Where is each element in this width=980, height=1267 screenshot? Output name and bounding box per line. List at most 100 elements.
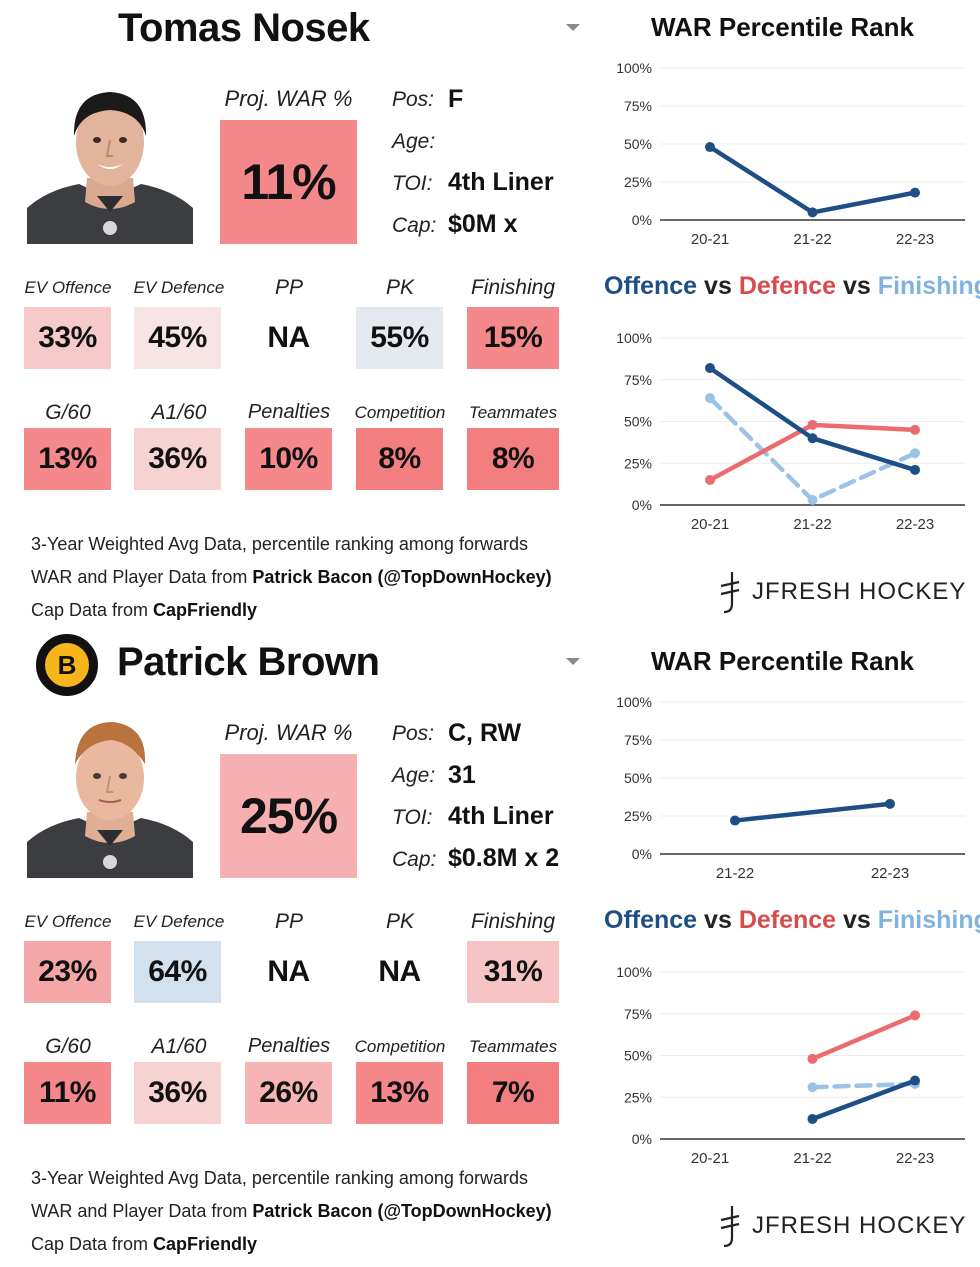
x-tick-label: 21-22 <box>793 516 831 533</box>
bruins-logo-icon: B <box>36 634 98 696</box>
x-tick-label: 22-23 <box>896 231 934 248</box>
finishing-series-line <box>707 395 918 503</box>
war-point <box>910 187 920 198</box>
ev-offence-value: 23% <box>24 941 111 1003</box>
y-tick-label: 100% <box>616 330 652 346</box>
defence-point <box>807 419 818 430</box>
offence-series-line <box>810 1078 918 1122</box>
y-tick-label: 25% <box>624 1089 652 1105</box>
x-tick-label: 20-21 <box>691 516 729 533</box>
proj-war-label: Proj. WAR % <box>224 86 353 111</box>
y-tick-label: 100% <box>616 60 652 76</box>
age-label: Age: <box>392 130 436 153</box>
pos-label: Pos: <box>392 88 435 111</box>
y-tick-label: 50% <box>624 414 652 430</box>
a160-label: A1/60 <box>151 1035 207 1058</box>
offence-point <box>910 464 920 475</box>
footnote-war-source: WAR and Player Data from Patrick Bacon (… <box>31 1201 552 1221</box>
y-tick-label: 25% <box>624 455 652 471</box>
x-tick-label: 21-22 <box>793 231 831 248</box>
y-tick-label: 75% <box>624 1006 652 1022</box>
g60-value: 13% <box>24 428 111 490</box>
ovd-chart-title: Offence vs Defence vs Finishing <box>604 272 980 300</box>
brand-text: JFRESH HOCKEY <box>752 1212 967 1239</box>
competition-value: 13% <box>356 1062 443 1124</box>
ovd-chart-title: Offence vs Defence vs Finishing <box>604 906 980 934</box>
y-tick-label: 0% <box>632 497 652 513</box>
ev-offence-value: 33% <box>24 307 111 369</box>
brand-watermark: JFRESH HOCKEY <box>718 1204 966 1248</box>
age-label: Age: <box>392 764 436 787</box>
offence-point <box>807 433 818 444</box>
finishing-point <box>807 494 818 505</box>
chevron-down-icon[interactable] <box>566 658 580 665</box>
ev-defence-value: 45% <box>134 307 221 369</box>
a160-value: 36% <box>134 1062 221 1124</box>
finishing-label: Finishing <box>470 276 556 299</box>
footnote-methodology: 3-Year Weighted Avg Data, percentile ran… <box>31 1168 528 1188</box>
offence-defence-finishing-chart: 0% 25% 50% 75% 100% 20-21 21-22 22-23 <box>616 964 965 1167</box>
proj-war-value: 11% <box>220 120 357 244</box>
jfresh-logo-icon <box>720 572 740 614</box>
x-tick-label: 21-22 <box>716 865 754 882</box>
penalties-value: 10% <box>245 428 332 490</box>
war-percentile-chart: 0% 25% 50% 75% 100% 20-21 21-22 22-23 <box>616 60 965 248</box>
pp-label: PP <box>274 276 303 299</box>
defence-point <box>910 424 920 435</box>
offence-point <box>807 1113 818 1124</box>
war-chart-title: WAR Percentile Rank <box>651 646 914 676</box>
cap-value: $0.8M x 2 <box>448 844 560 872</box>
y-tick-label: 25% <box>624 808 652 824</box>
a160-value: 36% <box>134 428 221 490</box>
y-tick-label: 75% <box>624 372 652 388</box>
competition-label: Competition <box>354 1037 446 1056</box>
defence-point <box>910 1010 920 1021</box>
pk-label: PK <box>385 276 414 299</box>
offence-point <box>910 1075 920 1086</box>
g60-label: G/60 <box>45 1035 91 1058</box>
finishing-series-line <box>810 1081 918 1090</box>
toi-label: TOI: <box>392 172 433 195</box>
teammates-label: Teammates <box>468 403 558 422</box>
x-tick-label: 22-23 <box>896 516 934 533</box>
war-point <box>730 815 740 826</box>
y-tick-label: 50% <box>624 136 652 152</box>
age-value: 31 <box>448 761 476 789</box>
offence-series-line <box>707 365 918 473</box>
defence-point <box>807 1053 818 1064</box>
y-tick-label: 25% <box>624 174 652 190</box>
finishing-point <box>807 1082 818 1093</box>
penalties-value: 26% <box>245 1062 332 1124</box>
toi-value: 4th Liner <box>448 168 554 196</box>
ev-offence-label: EV Offence <box>24 278 112 297</box>
defence-series-line <box>810 1013 918 1062</box>
player-photo <box>27 78 193 244</box>
x-tick-label: 22-23 <box>896 1150 934 1167</box>
player-card-brown: B Patrick Brown Proj. WAR % 25% Pos: C, … <box>0 634 980 1267</box>
defence-point <box>705 474 715 485</box>
competition-value: 8% <box>356 428 443 490</box>
war-point <box>705 142 715 153</box>
penalties-label: Penalties <box>247 401 331 423</box>
g60-label: G/60 <box>45 401 91 424</box>
offence-defence-finishing-chart: 0% 25% 50% 75% 100% 20-21 21-22 22-23 <box>616 330 965 533</box>
y-tick-label: 75% <box>624 98 652 114</box>
player-name: Tomas Nosek <box>118 6 370 50</box>
y-tick-label: 50% <box>624 770 652 786</box>
player-card-nosek: Tomas Nosek Proj. WAR % 11% Pos: F Age: … <box>24 6 980 620</box>
pp-label: PP <box>274 910 303 933</box>
cap-label: Cap: <box>392 848 437 871</box>
pos-value: C, RW <box>448 719 522 747</box>
proj-war-value: 25% <box>220 754 357 878</box>
pk-label: PK <box>385 910 414 933</box>
cap-value: $0M x <box>448 210 518 238</box>
y-tick-label: 0% <box>632 212 652 228</box>
chevron-down-icon[interactable] <box>566 24 580 31</box>
war-point <box>885 798 895 809</box>
brand-watermark: JFRESH HOCKEY <box>718 570 966 614</box>
y-tick-label: 100% <box>616 694 652 710</box>
footnote-cap-source: Cap Data from CapFriendly <box>31 1234 258 1254</box>
y-tick-label: 0% <box>632 846 652 862</box>
finishing-point <box>705 393 715 404</box>
x-tick-label: 21-22 <box>793 1150 831 1167</box>
